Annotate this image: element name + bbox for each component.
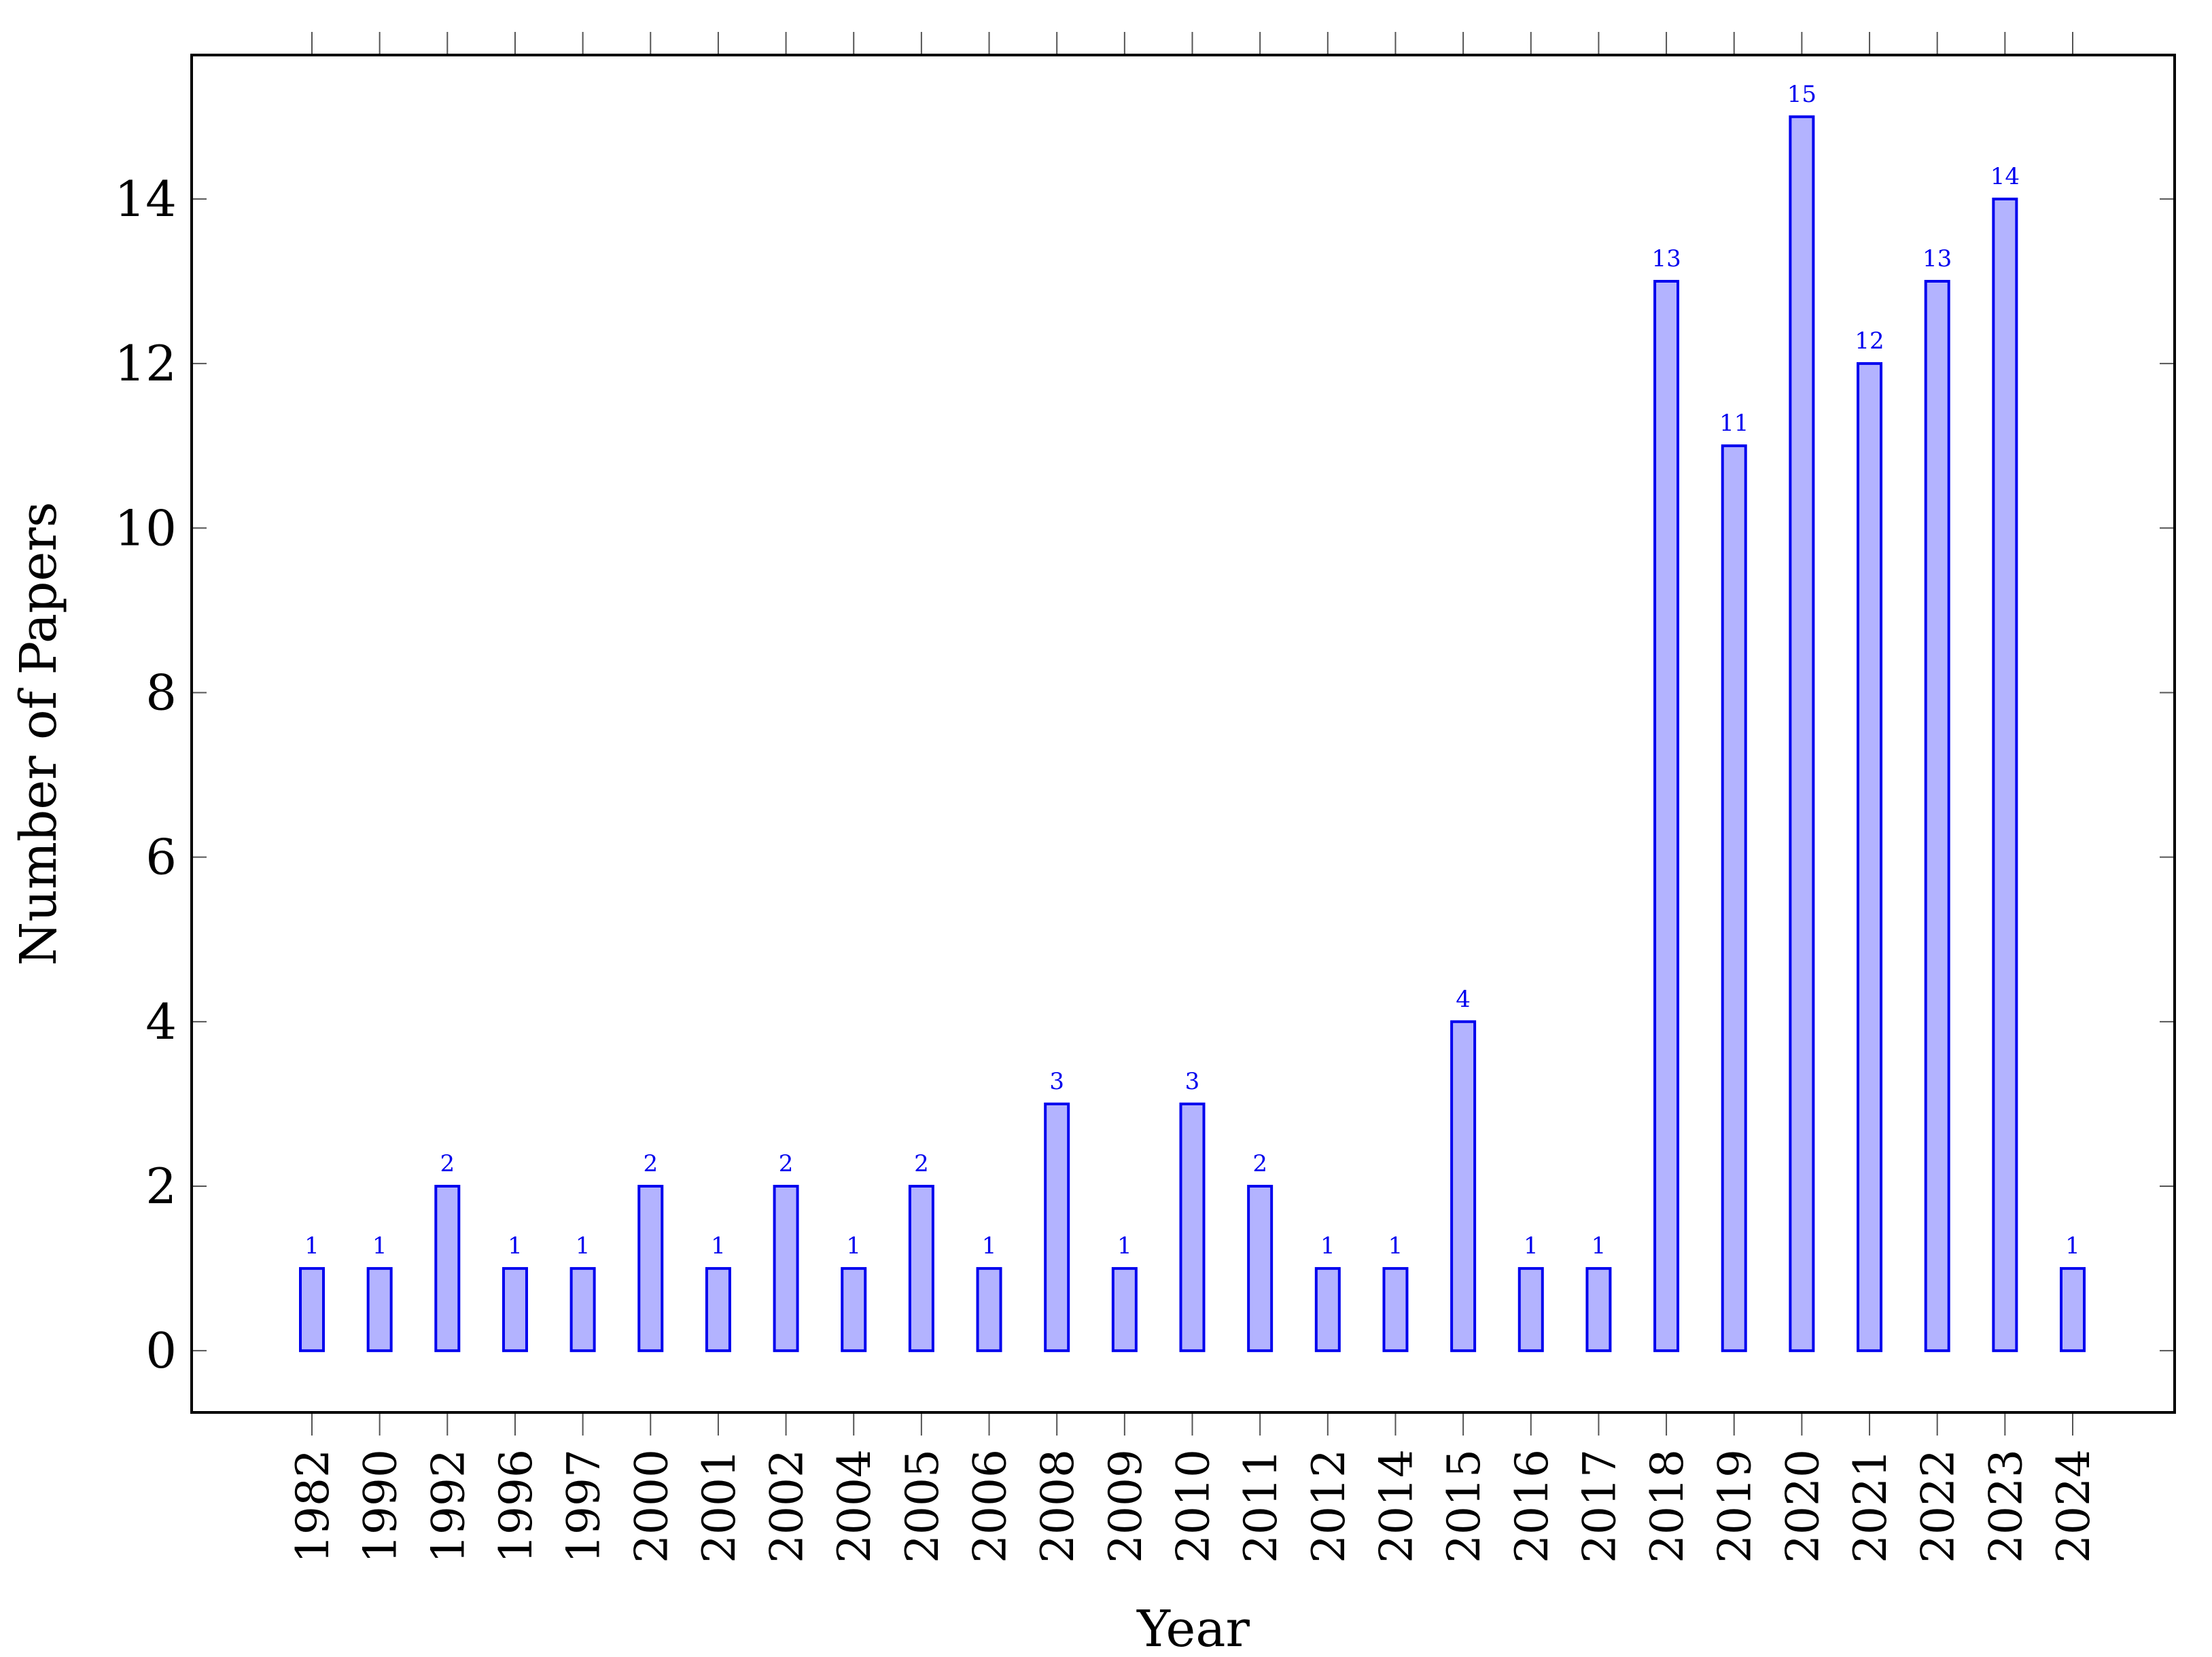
bar-2017 xyxy=(1585,1267,1612,1353)
x-tick-label-2010: 2010 xyxy=(1168,1449,1220,1563)
x-tick-label-1982: 1982 xyxy=(287,1449,339,1563)
y-tick-label: 10 xyxy=(114,499,177,556)
x-tick-label-2002: 2002 xyxy=(761,1449,813,1563)
x-tick-label-2024: 2024 xyxy=(2048,1449,2100,1563)
plot-frame xyxy=(190,54,2176,1414)
x-tick-label-1996: 1996 xyxy=(490,1449,542,1563)
axis-ticks xyxy=(192,32,2175,1436)
data-label-2016: 1 xyxy=(1524,1232,1539,1260)
y-tick-labels: 0 2 4 6 8 10 12 14 xyxy=(114,171,177,1379)
bar-2022 xyxy=(1924,280,1950,1353)
data-label-2017: 1 xyxy=(1592,1232,1607,1260)
x-tick-label-2014: 2014 xyxy=(1370,1449,1422,1563)
bar-2011 xyxy=(1247,1185,1274,1353)
x-tick-label-2008: 2008 xyxy=(1032,1449,1084,1563)
x-tick-label-2012: 2012 xyxy=(1303,1449,1355,1563)
data-label-2000: 2 xyxy=(643,1150,658,1177)
data-label-1996: 1 xyxy=(508,1232,523,1260)
data-label-2012: 1 xyxy=(1320,1232,1335,1260)
data-label-2006: 1 xyxy=(982,1232,997,1260)
bar-2006 xyxy=(976,1267,1002,1353)
y-tick-label: 14 xyxy=(114,171,177,228)
bar-2020 xyxy=(1789,115,1815,1353)
x-axis-label: Year xyxy=(1136,1600,1250,1657)
x-tick-label-2016: 2016 xyxy=(1506,1449,1558,1563)
y-tick-label: 0 xyxy=(145,1322,177,1379)
data-label-2005: 2 xyxy=(914,1150,929,1177)
data-label-2008: 3 xyxy=(1049,1068,1064,1095)
x-tick-labels: 1982 1990 1992 1996 1997 2000 2001 2002 2004 2005… xyxy=(287,1449,2100,1563)
y-tick-label: 6 xyxy=(145,829,177,886)
bar-2021 xyxy=(1857,362,1883,1353)
data-label-2010: 3 xyxy=(1185,1068,1200,1095)
data-label-2022: 13 xyxy=(1923,245,1952,272)
data-label-1997: 1 xyxy=(576,1232,591,1260)
bar-2012 xyxy=(1314,1267,1341,1353)
bar-2005 xyxy=(908,1185,934,1353)
bar-1997 xyxy=(569,1267,596,1353)
y-axis-label: Number of Papers xyxy=(10,501,68,965)
x-tick-label-2004: 2004 xyxy=(828,1449,881,1563)
bar-2018 xyxy=(1653,280,1680,1353)
bar-2023 xyxy=(1992,197,2018,1353)
x-tick-label-2011: 2011 xyxy=(1235,1449,1287,1563)
data-label-2004: 1 xyxy=(846,1232,861,1260)
bar-2010 xyxy=(1179,1102,1206,1353)
x-tick-label-2000: 2000 xyxy=(625,1449,678,1563)
bar-2000 xyxy=(637,1185,664,1353)
data-label-2024: 1 xyxy=(2065,1232,2080,1260)
data-label-1982: 1 xyxy=(304,1232,319,1260)
y-tick-label: 4 xyxy=(145,993,177,1050)
data-label-2014: 1 xyxy=(1388,1232,1403,1260)
data-label-1992: 2 xyxy=(440,1150,455,1177)
y-tick-label: 2 xyxy=(145,1158,177,1215)
data-label-2018: 13 xyxy=(1651,245,1681,272)
data-label-2002: 2 xyxy=(779,1150,794,1177)
data-label-2023: 14 xyxy=(1990,163,2020,190)
x-tick-label-2018: 2018 xyxy=(1641,1449,1693,1563)
x-tick-label-2009: 2009 xyxy=(1100,1449,1152,1563)
bar-2024 xyxy=(2060,1267,2086,1353)
bar-2016 xyxy=(1517,1267,1544,1353)
x-tick-label-1990: 1990 xyxy=(355,1449,407,1563)
data-label-2001: 1 xyxy=(711,1232,726,1260)
data-label-2019: 11 xyxy=(1719,410,1749,437)
bar-2019 xyxy=(1721,444,1747,1353)
data-label-2009: 1 xyxy=(1117,1232,1132,1260)
data-label-2020: 15 xyxy=(1787,81,1816,108)
data-label-2015: 4 xyxy=(1456,986,1471,1013)
bar-1982 xyxy=(299,1267,325,1353)
bar-2008 xyxy=(1044,1102,1070,1353)
x-tick-label-1992: 1992 xyxy=(422,1449,474,1563)
y-tick-label: 12 xyxy=(114,335,177,392)
bar-2004 xyxy=(841,1267,867,1353)
x-tick-label-2015: 2015 xyxy=(1438,1449,1490,1563)
bar-1996 xyxy=(502,1267,528,1353)
data-label-1990: 1 xyxy=(372,1232,387,1260)
x-tick-label-2020: 2020 xyxy=(1776,1449,1829,1563)
bar-2001 xyxy=(705,1267,731,1353)
x-tick-label-2021: 2021 xyxy=(1844,1449,1897,1563)
x-tick-label-2022: 2022 xyxy=(1912,1449,1965,1563)
data-label-2021: 12 xyxy=(1855,327,1884,355)
x-tick-label-2006: 2006 xyxy=(964,1449,1017,1563)
x-tick-label-2017: 2017 xyxy=(1573,1449,1626,1563)
x-tick-label-2001: 2001 xyxy=(693,1449,745,1563)
x-tick-label-2005: 2005 xyxy=(896,1449,949,1563)
bar-1990 xyxy=(366,1267,393,1353)
x-tick-label-1997: 1997 xyxy=(558,1449,610,1563)
bar-2014 xyxy=(1382,1267,1409,1353)
x-tick-label-2019: 2019 xyxy=(1709,1449,1761,1563)
bar-2002 xyxy=(773,1185,799,1353)
y-tick-label: 8 xyxy=(145,664,177,721)
data-label-2011: 2 xyxy=(1252,1150,1267,1177)
bar-1992 xyxy=(434,1185,461,1353)
bar-2015 xyxy=(1450,1020,1477,1353)
bar-2009 xyxy=(1111,1267,1138,1353)
x-tick-label-2023: 2023 xyxy=(1980,1449,2032,1563)
bars xyxy=(299,115,2086,1353)
